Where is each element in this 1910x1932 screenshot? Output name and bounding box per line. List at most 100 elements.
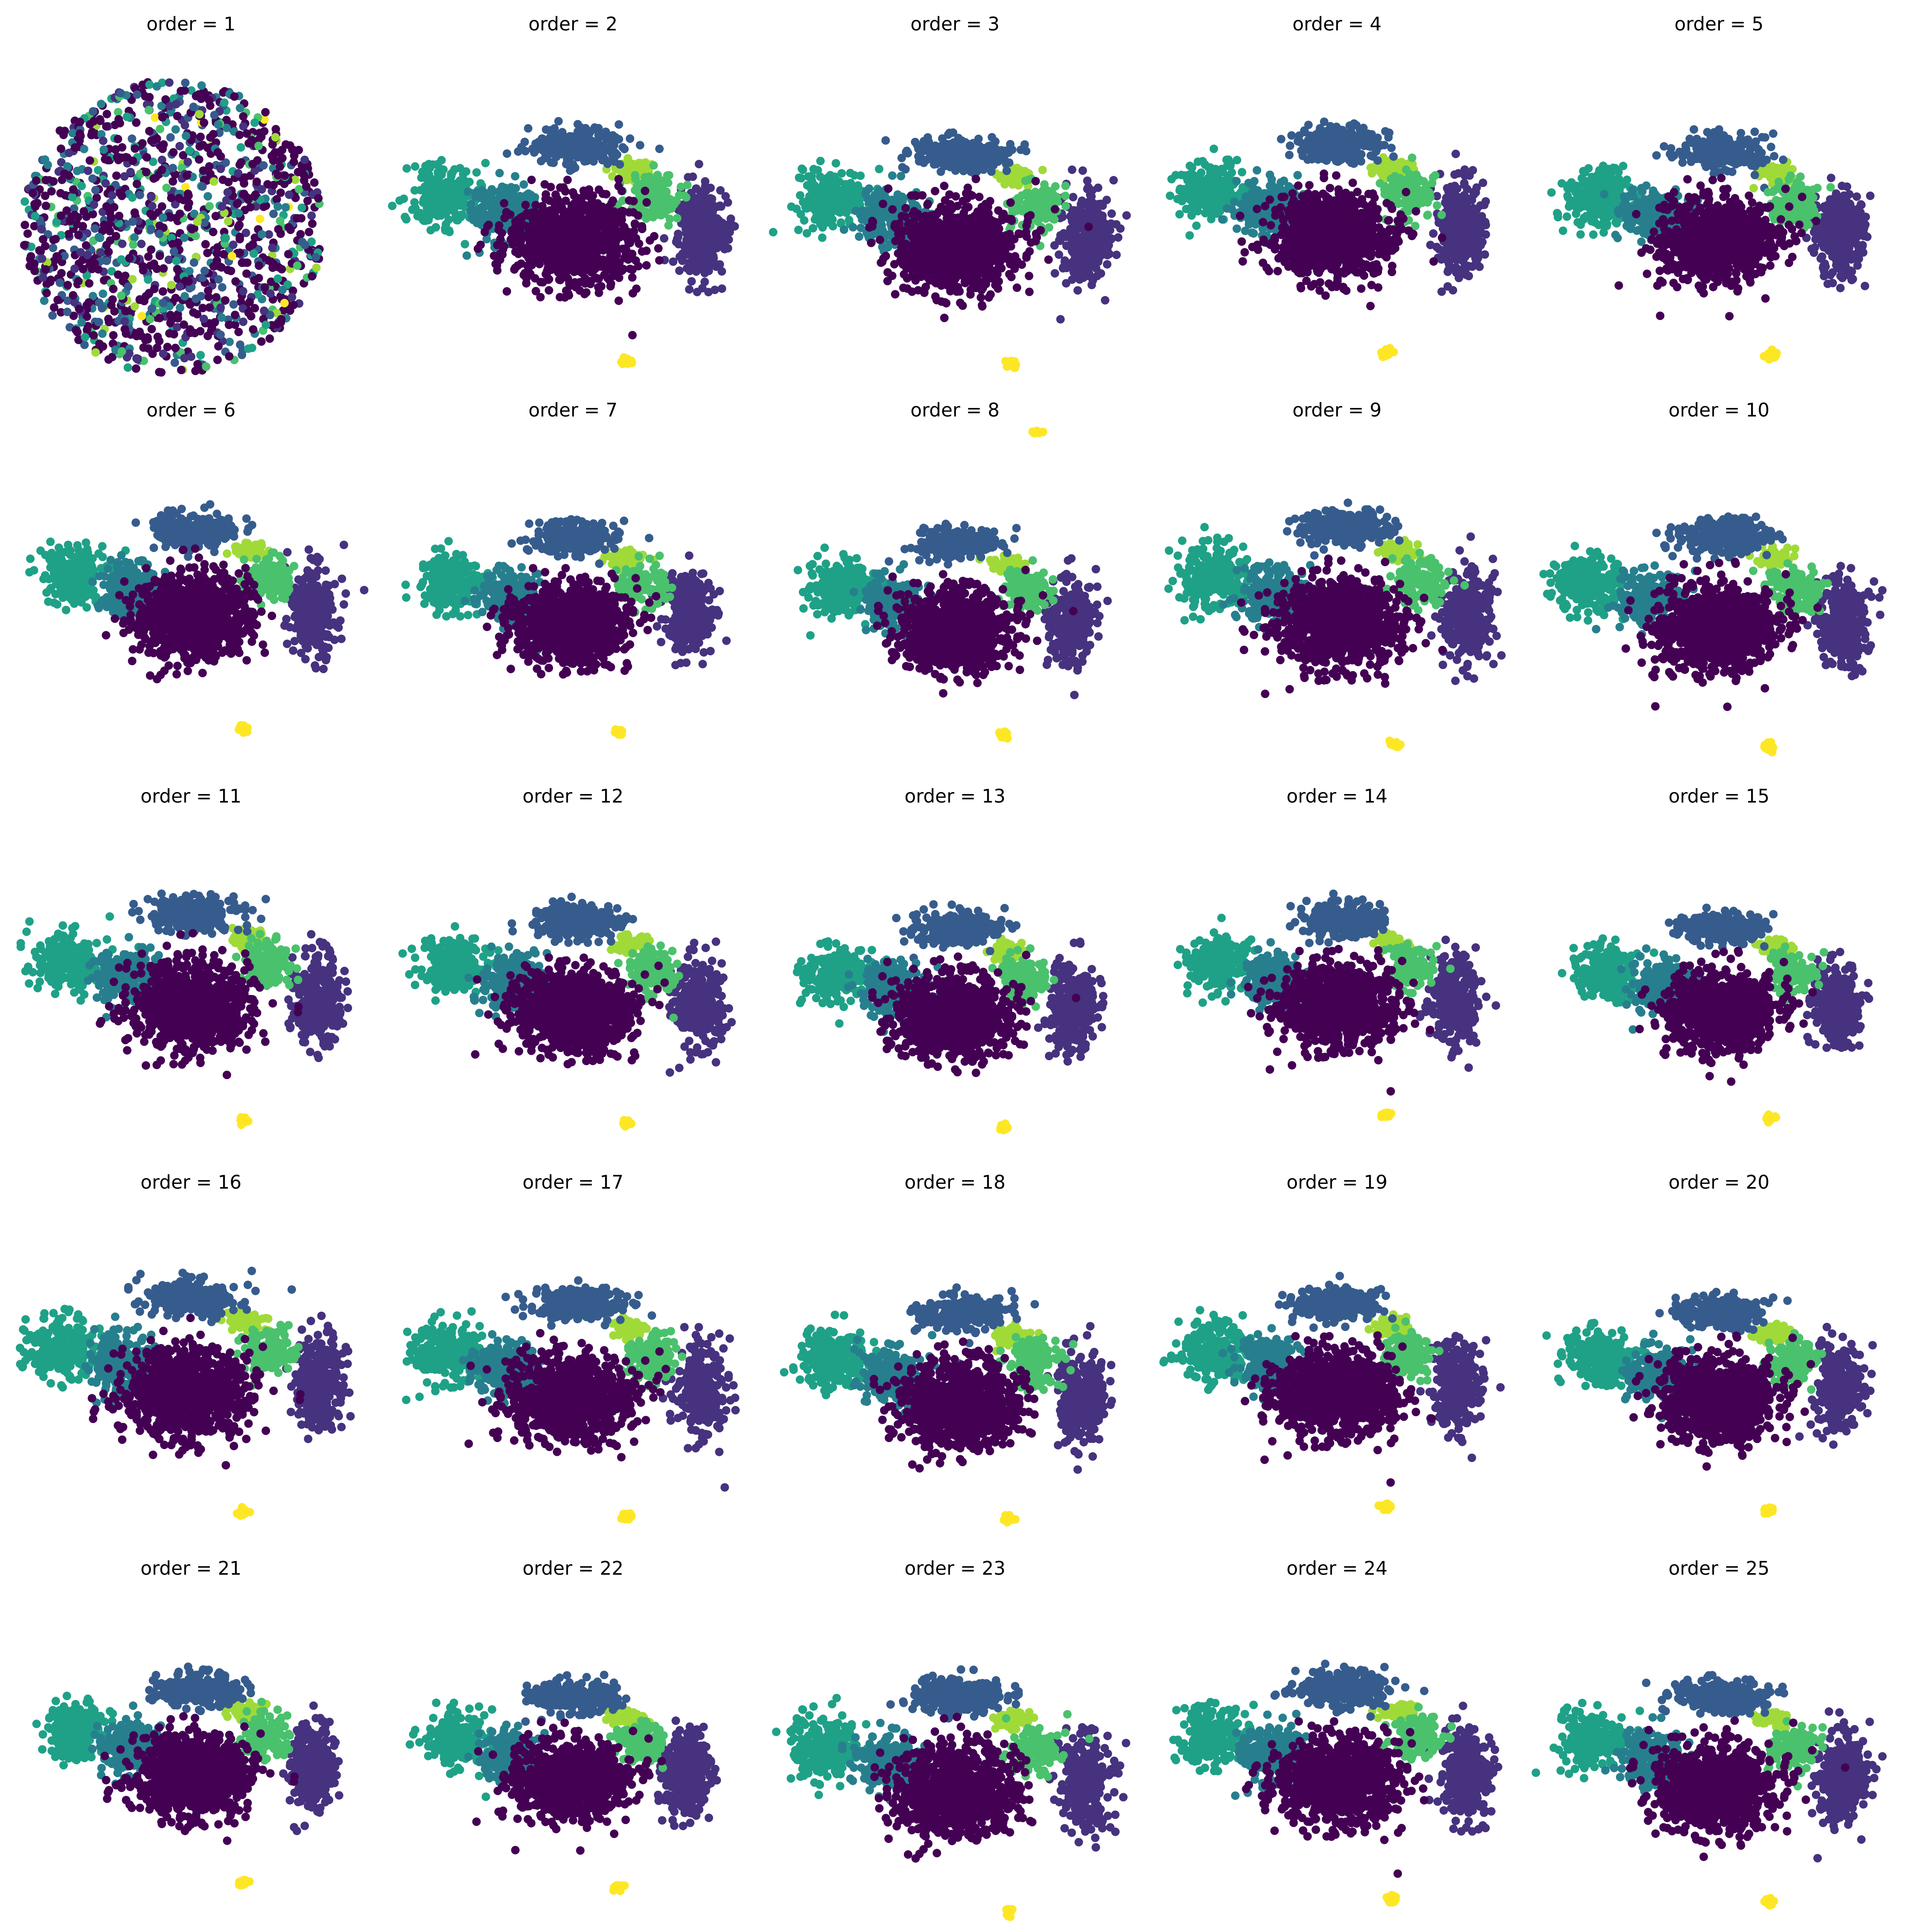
scatter-point [1109,176,1118,185]
scatter-point [193,217,202,226]
scatter-point [54,253,62,262]
scatter-point [84,298,93,307]
scatter-point [646,236,655,245]
scatter-point [310,178,319,187]
scatter-point [685,285,694,294]
scatter-point [168,163,177,172]
scatter-point [49,243,58,252]
scatter-point [280,171,289,180]
scatter-point [31,202,40,211]
scatter-point [455,176,464,185]
scatter-point [520,137,529,146]
scatter-point [51,235,60,243]
scatter-point [46,277,55,286]
scatter-point [623,154,632,163]
scatter-point [41,202,50,210]
scatter-point [288,145,297,154]
scatter-point [314,194,323,203]
scatter-point [614,135,623,144]
scatter-point [222,196,231,205]
scatter-point [940,313,949,322]
scatter-point [827,208,835,217]
scatter-point [277,315,286,324]
scatter-plot-area [769,128,1131,372]
scatter-point [570,281,578,290]
scatter-point [434,187,443,196]
scatter-point [147,325,156,333]
scatter-point [188,225,196,234]
scatter-point [717,234,725,243]
scatter-point [698,284,707,293]
scatter-point [1078,166,1087,175]
scatter-point [798,165,807,174]
scatter-point [575,262,584,270]
scatter-point [88,210,97,219]
scatter-point [966,167,975,176]
scatter-point [183,157,192,166]
scatter-point [64,148,73,157]
scatter-point [118,143,127,152]
scatter-point [218,283,227,292]
scatter-point [41,191,49,200]
scatter-point [1013,205,1022,214]
scatter-point [187,86,196,95]
scatter-point [258,230,266,239]
scatter-point [444,215,453,224]
scatter-point [253,290,262,299]
scatter-point [202,362,210,371]
scatter-point [217,313,226,322]
scatter-point [173,323,182,332]
scatter-point [64,230,73,238]
scatter-point [193,360,202,369]
scatter-point [1025,175,1034,184]
scatter-point [613,262,621,270]
scatter-point [86,156,94,165]
scatter-point [152,343,161,352]
scatter-point [233,200,241,208]
scatter-point [142,167,151,176]
scatter-point [181,78,190,87]
scatter-point [152,82,161,91]
scatter-point [580,290,589,298]
scatter-point [235,131,244,140]
scatter-point [663,171,672,180]
scatter-point [142,153,151,162]
scatter-point [250,118,259,127]
scatter-point [94,233,103,242]
scatter-point [117,153,126,162]
scatter-point [891,290,899,299]
scatter-point [665,215,674,223]
scatter-point [196,133,205,141]
scatter-point [635,159,644,167]
scatter-point [236,104,245,112]
scatter-point [589,257,598,266]
scatter-point [680,191,689,200]
scatter-point [826,219,835,228]
scatter-point [170,358,179,367]
scatter-point [686,202,695,210]
scatter-point [298,238,307,247]
scatter-point [271,133,280,142]
scatter-point [541,195,550,203]
scatter-point [31,212,39,221]
scatter-point [259,161,268,170]
scatter-point [89,107,97,116]
scatter-point [291,175,300,184]
scatter-point [236,340,245,349]
scatter-point [1016,145,1025,154]
scatter-point [577,219,586,228]
scatter-point [507,183,516,192]
scatter-point [239,122,248,131]
scatter-point [89,331,98,340]
scatter-point [831,159,840,168]
scatter-point [159,264,168,273]
scatter-point [676,182,685,191]
scatter-point [500,242,509,251]
scatter-point [222,116,231,125]
scatter-point [192,92,200,101]
scatter-point [669,257,678,266]
scatter-point [99,136,107,145]
scatter-point [478,202,487,211]
scatter-point [1069,261,1078,270]
scatter-point [121,271,130,280]
